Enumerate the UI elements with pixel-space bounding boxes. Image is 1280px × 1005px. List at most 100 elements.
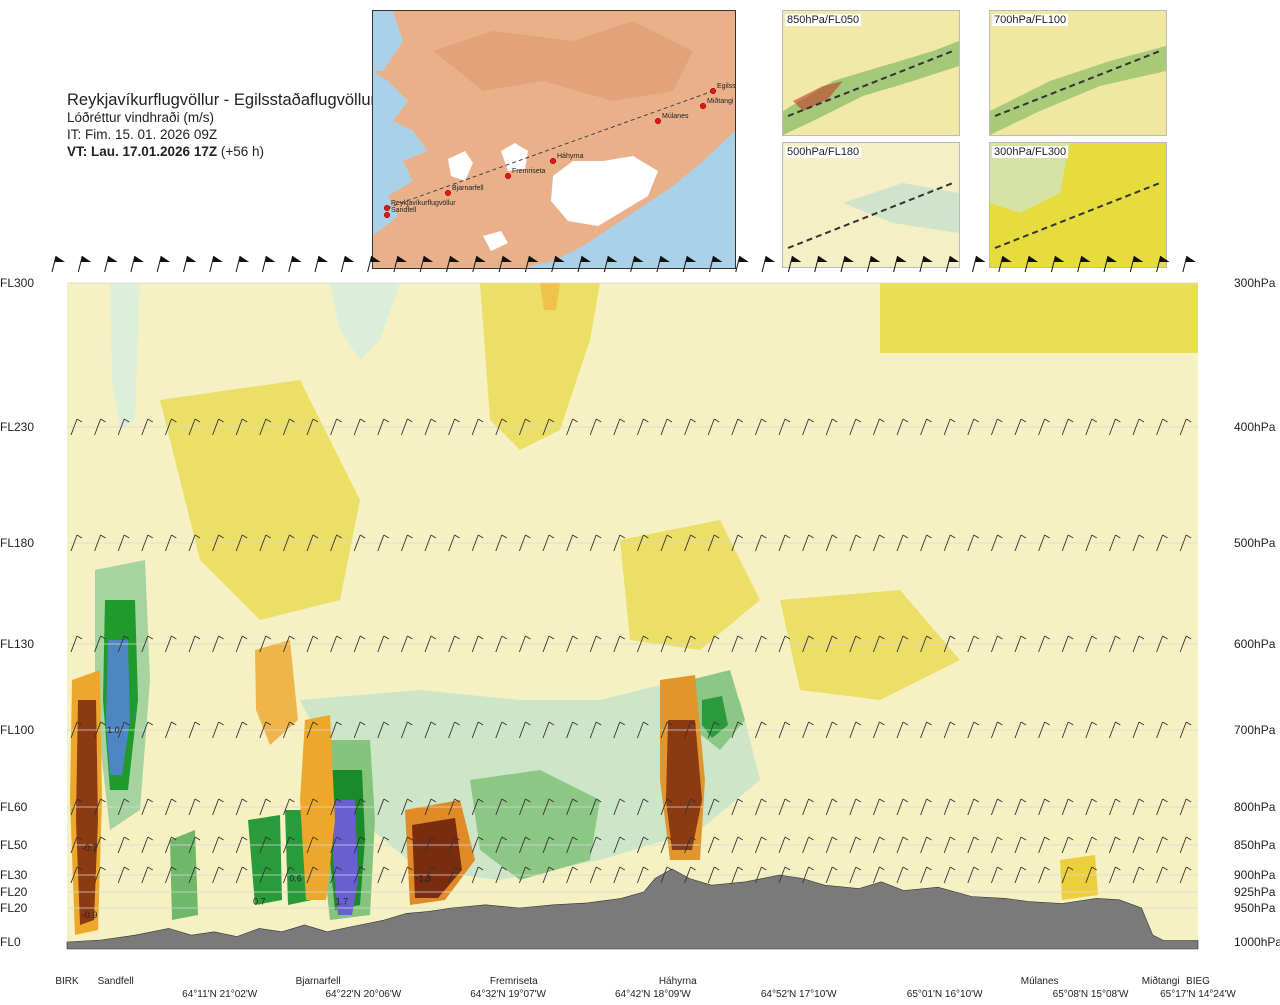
wind-barb <box>70 534 83 552</box>
barb-shaft <box>707 635 715 653</box>
left-axis-label: FL60 <box>0 800 28 814</box>
wind-barb <box>1061 534 1074 552</box>
barb-shaft <box>943 836 951 854</box>
barb-shaft <box>1108 721 1116 739</box>
wind-barb <box>1038 836 1050 854</box>
barb-flag <box>100 721 106 726</box>
barb-shaft <box>945 255 951 273</box>
barb-flag <box>312 534 319 539</box>
barb-shaft <box>754 836 762 854</box>
barb-shaft <box>1014 534 1022 552</box>
barb-shaft <box>613 418 621 436</box>
barb-shaft <box>893 255 899 273</box>
barb-flag <box>737 534 744 539</box>
wind-barb <box>495 721 508 739</box>
barb-pennant <box>265 256 276 262</box>
barb-shaft <box>495 418 503 436</box>
wind-barb <box>1085 635 1098 653</box>
barb-flag <box>1185 534 1192 539</box>
barb-flag <box>595 534 602 539</box>
barb-shaft <box>896 534 904 552</box>
barb-shaft <box>377 635 385 653</box>
top-wind-barb <box>524 255 539 273</box>
barb-flag <box>1162 798 1168 803</box>
wind-barb <box>1156 866 1168 884</box>
barb-shaft <box>188 721 196 739</box>
mini-map-500[interactable]: 500hPa/FL180 <box>782 142 960 268</box>
barb-shaft <box>990 798 998 816</box>
wind-barb <box>566 534 578 552</box>
barb-shaft <box>117 635 125 653</box>
barb-shaft <box>70 534 78 552</box>
wind-barb <box>542 418 555 436</box>
barb-shaft <box>1038 534 1046 552</box>
barb-shaft <box>967 635 975 653</box>
barb-flag <box>1091 534 1098 539</box>
barb-shaft <box>209 255 215 273</box>
barb-flag <box>1044 721 1050 726</box>
barb-shaft <box>495 534 503 552</box>
barb-flag <box>430 635 437 640</box>
barb-shaft <box>589 534 597 552</box>
wind-barb <box>188 418 201 436</box>
barb-shaft <box>235 721 243 739</box>
barb-flag <box>784 836 791 841</box>
wind-barb <box>1156 635 1168 653</box>
barb-shaft <box>164 866 172 884</box>
wind-barb <box>684 721 696 739</box>
barb-shaft <box>471 635 479 653</box>
barb-shaft <box>306 721 314 739</box>
wind-barb <box>235 635 248 653</box>
barb-shaft <box>518 534 526 552</box>
barb-shaft <box>778 418 786 436</box>
left-axis-label: FL30 <box>0 868 28 882</box>
barb-flag <box>548 866 555 871</box>
glacier-vatnajokull <box>551 156 658 226</box>
barb-shaft <box>1179 418 1187 436</box>
barb-shaft <box>684 866 692 884</box>
barb-shaft <box>990 534 998 552</box>
barb-shaft <box>141 721 149 739</box>
barb-shaft <box>448 635 456 653</box>
wind-barb <box>377 836 390 854</box>
barb-flag <box>194 798 201 803</box>
barb-flag <box>312 721 319 726</box>
barb-shaft <box>1050 255 1056 273</box>
barb-shaft <box>1014 635 1022 653</box>
barb-flag <box>241 534 248 539</box>
barb-shaft <box>400 635 408 653</box>
barb-shaft <box>1179 798 1187 816</box>
barb-shaft <box>872 534 880 552</box>
mini-map-300[interactable]: 300hPa/FL300 <box>989 142 1167 268</box>
barb-shaft <box>778 534 786 552</box>
route-point-marker <box>699 102 707 110</box>
barb-shaft <box>70 866 78 884</box>
wind-barb <box>448 866 460 884</box>
wind-barb <box>235 866 248 884</box>
barb-shaft <box>990 836 998 854</box>
barb-shaft <box>731 866 739 884</box>
barb-flag <box>525 721 531 726</box>
barb-flag <box>666 534 673 539</box>
barb-row-top <box>51 255 1196 273</box>
wind-barb <box>330 635 342 653</box>
top-wind-barb <box>1024 255 1039 273</box>
barb-flag <box>973 721 980 726</box>
barb-shaft <box>778 798 786 816</box>
brown-blob-mid <box>412 818 462 898</box>
mini-map-850[interactable]: 850hPa/FL050 <box>782 10 960 136</box>
barb-shaft <box>990 418 998 436</box>
barb-flag <box>713 721 720 726</box>
barb-shaft <box>919 255 925 273</box>
wind-barb <box>1061 798 1074 816</box>
route-overview-map[interactable]: Reykjavíkurflugvöllur Sandfell Bjarnarfell… <box>372 10 736 269</box>
wind-barb <box>330 866 342 884</box>
barb-flag <box>359 836 366 841</box>
wind-barb <box>660 836 673 854</box>
wind-barb <box>1132 836 1145 854</box>
mini-map-700[interactable]: 700hPa/FL100 <box>989 10 1167 136</box>
right-axis-label: 925hPa <box>1234 885 1276 899</box>
barb-shaft <box>896 635 904 653</box>
barb-flag <box>1067 721 1074 726</box>
